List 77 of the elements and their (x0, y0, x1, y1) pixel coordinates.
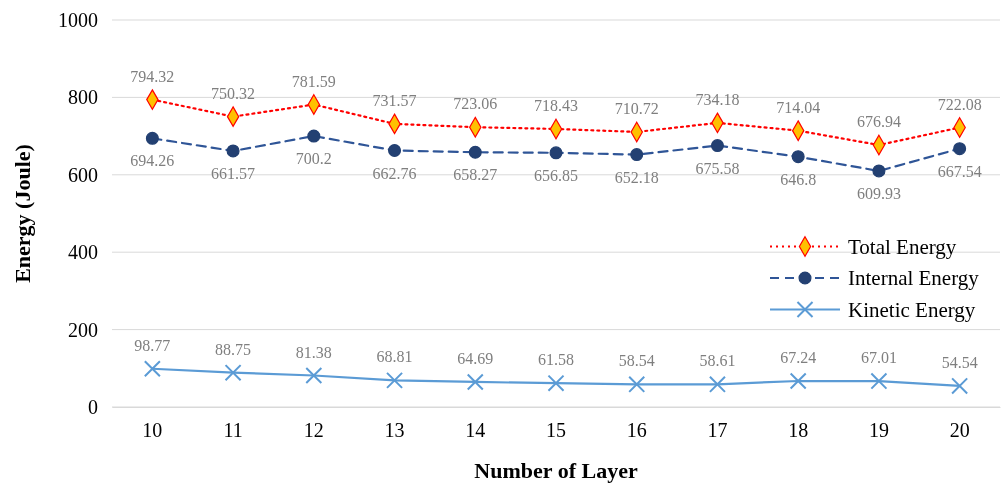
legend-label: Internal Energy (848, 266, 980, 290)
point (468, 145, 482, 159)
data-label: 710.72 (614, 99, 659, 117)
point (224, 364, 242, 382)
data-label: 646.8 (780, 170, 817, 188)
point (628, 375, 646, 393)
legend-label: Total Energy (848, 234, 957, 259)
point (307, 129, 321, 143)
data-label: 700.2 (295, 150, 332, 168)
point (951, 377, 969, 395)
x-tick-label: 20 (949, 419, 970, 442)
point (547, 374, 565, 392)
data-label: 781.59 (291, 72, 336, 90)
point (466, 373, 484, 391)
data-label: 652.18 (614, 168, 659, 186)
y-tick-label: 0 (88, 395, 98, 418)
data-label: 88.75 (215, 340, 252, 358)
point (872, 164, 886, 178)
point (630, 148, 644, 162)
data-label: 714.04 (776, 98, 821, 116)
x-tick-label: 14 (465, 419, 486, 442)
y-tick-label: 400 (68, 241, 98, 264)
x-tick-label: 16 (626, 419, 647, 442)
data-label: 676.94 (856, 113, 901, 131)
data-label: 731.57 (372, 91, 417, 109)
y-axis-title: Energy (Joule) (10, 144, 35, 283)
data-label: 54.54 (941, 353, 978, 371)
point (145, 131, 159, 145)
data-label: 675.58 (695, 159, 740, 177)
x-axis-title: Number of Layer (474, 458, 638, 483)
x-tick-label: 18 (788, 419, 809, 442)
y-tick-label: 200 (68, 318, 98, 341)
data-label: 656.85 (534, 166, 578, 184)
data-label: 658.27 (453, 166, 498, 184)
data-label: 58.61 (699, 352, 736, 370)
data-label: 58.54 (618, 352, 655, 370)
point (226, 144, 240, 158)
data-label: 694.26 (130, 152, 175, 170)
data-label: 98.77 (134, 336, 171, 354)
data-label: 662.76 (372, 164, 417, 182)
x-tick-label: 11 (223, 419, 243, 442)
point (549, 146, 563, 160)
point (388, 144, 402, 158)
data-label: 667.54 (937, 162, 982, 180)
data-label: 794.32 (130, 67, 175, 85)
data-label: 609.93 (856, 184, 901, 202)
data-label: 64.69 (457, 349, 494, 367)
y-tick-label: 600 (68, 163, 98, 186)
y-tick-label: 1000 (58, 8, 98, 31)
data-label: 61.58 (538, 351, 574, 369)
y-tick-label: 800 (68, 86, 98, 109)
point (953, 142, 967, 156)
x-tick-label: 13 (384, 419, 405, 442)
data-label: 67.01 (860, 349, 897, 367)
point (791, 150, 805, 164)
data-label: 734.18 (695, 90, 740, 108)
point (710, 139, 724, 153)
data-label: 68.81 (376, 348, 413, 366)
point (708, 375, 726, 393)
point (789, 372, 807, 390)
data-label: 661.57 (211, 164, 256, 182)
point (305, 366, 323, 385)
data-label: 723.06 (453, 95, 498, 113)
data-label: 81.38 (295, 343, 332, 361)
point (386, 371, 404, 389)
legend-label: Kinetic Energy (848, 297, 976, 322)
data-label: 750.32 (211, 84, 256, 102)
data-label: 718.43 (534, 96, 578, 114)
point (870, 372, 888, 390)
x-tick-label: 12 (303, 419, 324, 442)
data-label: 722.08 (937, 95, 982, 113)
data-label: 67.24 (780, 348, 817, 366)
x-tick-label: 15 (546, 419, 566, 442)
x-tick-label: 17 (707, 419, 728, 442)
x-tick-label: 19 (868, 419, 889, 442)
point (143, 360, 161, 378)
x-tick-label: 10 (142, 419, 163, 442)
